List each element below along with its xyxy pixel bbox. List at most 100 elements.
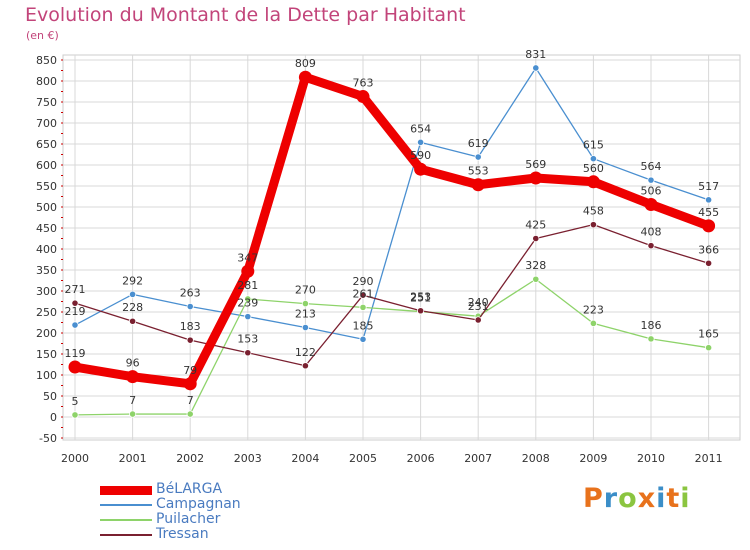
data-label: 79: [183, 364, 197, 377]
data-point: [644, 197, 658, 211]
series-line: [70, 72, 714, 389]
y-tick-label: 650: [36, 138, 57, 151]
data-point: [529, 171, 543, 185]
data-label: 186: [641, 319, 662, 332]
data-point: [186, 302, 194, 311]
x-tick-label: 2003: [234, 452, 262, 465]
data-point: [244, 313, 252, 321]
series-line: [74, 67, 710, 340]
data-point: [704, 259, 713, 267]
x-tick-label: 2002: [176, 452, 204, 465]
y-tick-label: 350: [36, 264, 57, 277]
y-tick-label: 500: [36, 201, 57, 214]
data-label: 5: [72, 395, 79, 408]
data-label: 619: [468, 137, 489, 150]
x-tick-label: 2006: [407, 452, 435, 465]
y-tick-label: 200: [36, 327, 57, 340]
data-label: 366: [698, 243, 719, 256]
y-tick-label: 450: [36, 222, 57, 235]
chart-title: Evolution du Montant de la Dette par Hab…: [25, 4, 466, 26]
data-point: [186, 410, 194, 418]
data-label: 185: [353, 319, 374, 332]
data-label: 7: [129, 394, 136, 407]
data-point: [586, 175, 600, 189]
series-line: [74, 278, 710, 416]
y-tick-label: 700: [36, 117, 57, 130]
x-tick-label: 2010: [637, 452, 665, 465]
plot-frame: [62, 54, 741, 441]
data-label: 590: [410, 149, 431, 162]
data-label: 253: [410, 291, 431, 304]
data-point: [71, 321, 79, 329]
y-tick-label: 100: [36, 369, 57, 382]
data-point: [702, 219, 716, 233]
brand-letter: o: [618, 483, 638, 514]
data-point: [186, 336, 194, 344]
data-point: [359, 303, 367, 311]
data-point: [532, 64, 540, 72]
data-label: 506: [641, 184, 662, 197]
x-tick-label: 2008: [522, 452, 550, 465]
x-tick-label: 2000: [61, 452, 89, 465]
data-label: 122: [295, 346, 316, 359]
data-label: 251: [410, 292, 431, 305]
data-point: [71, 411, 79, 419]
data-label: 213: [295, 308, 316, 321]
legend-swatch: [100, 519, 152, 521]
data-label: 165: [698, 328, 719, 341]
data-point: [416, 138, 425, 146]
y-tick-label: 550: [36, 180, 57, 193]
data-label: 831: [525, 48, 546, 61]
data-point: [359, 291, 367, 299]
x-tick-label: 2001: [119, 452, 147, 465]
y-tick-label: 800: [36, 75, 57, 88]
legend-swatch: [100, 486, 152, 495]
data-point: [474, 153, 482, 161]
data-point: [532, 234, 540, 243]
data-label: 270: [295, 284, 316, 297]
brand-letter: t: [666, 483, 681, 514]
data-point: [471, 178, 485, 192]
y-tick-label: 150: [36, 348, 57, 361]
data-point: [532, 275, 540, 283]
data-point: [589, 155, 598, 163]
data-point: [68, 360, 82, 374]
data-point: [474, 316, 482, 324]
data-label: 615: [583, 139, 604, 152]
data-point: [416, 307, 425, 315]
data-label: 553: [468, 165, 489, 178]
x-tick-label: 2005: [349, 452, 377, 465]
data-point: [704, 196, 713, 204]
data-point: [244, 349, 252, 357]
data-label: 408: [641, 226, 662, 239]
legend-swatch: [100, 504, 152, 506]
data-label: 96: [126, 357, 140, 370]
data-label: 183: [180, 320, 201, 333]
data-label: 240: [468, 296, 489, 309]
data-label: 517: [698, 180, 719, 193]
y-tick-label: 850: [36, 54, 57, 67]
y-tick-label: 250: [36, 306, 57, 319]
data-label: 347: [237, 251, 258, 264]
data-point: [71, 299, 79, 307]
y-tick-label: 50: [43, 390, 57, 403]
data-point: [298, 70, 312, 84]
data-point: [126, 370, 140, 384]
x-tick-label: 2007: [464, 452, 492, 465]
data-point: [241, 264, 255, 278]
data-label: 425: [525, 219, 546, 232]
data-point: [129, 410, 137, 418]
y-tick-label: 300: [36, 285, 57, 298]
brand-letter: r: [603, 483, 619, 514]
data-label: 458: [583, 205, 604, 218]
legend-label: Tressan: [156, 526, 209, 542]
data-label: 153: [237, 333, 258, 346]
data-label: 290: [353, 275, 374, 288]
data-point: [589, 221, 598, 229]
brand-letter: x: [637, 483, 657, 514]
y-tick-label: 0: [50, 411, 57, 424]
data-label: 455: [698, 206, 719, 219]
data-label: 281: [237, 279, 258, 292]
